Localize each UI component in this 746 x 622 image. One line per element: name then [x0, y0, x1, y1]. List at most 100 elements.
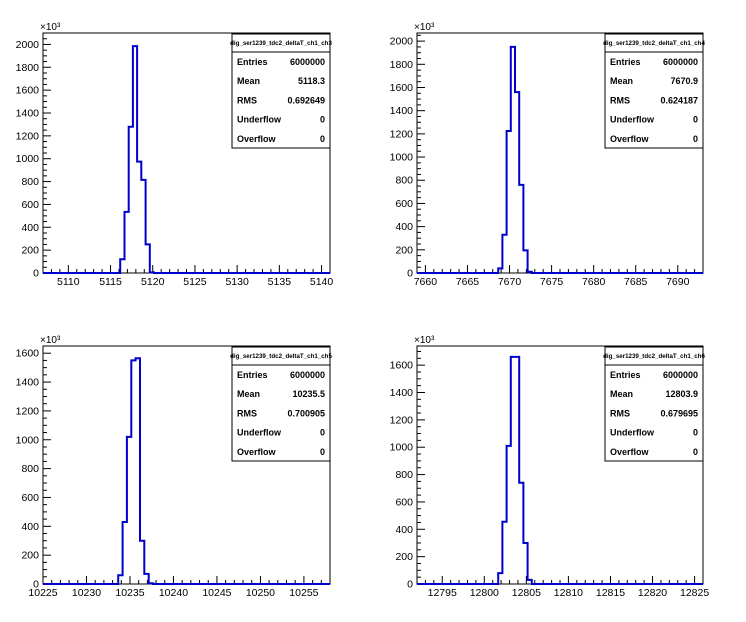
x-tick-label: 5110 — [57, 276, 80, 288]
stat-label: Entries — [610, 57, 641, 67]
stat-value: 0.692649 — [287, 95, 325, 105]
stat-value: 0.624187 — [660, 95, 698, 105]
x-tick-label: 5125 — [183, 276, 207, 288]
stat-value: 6000000 — [663, 370, 698, 380]
histogram-line — [43, 45, 330, 274]
y-exponent-label: ×10³ — [40, 335, 61, 346]
stat-value: 0 — [693, 134, 698, 144]
y-tick-label: 400 — [21, 222, 39, 234]
x-tick-label: 12820 — [638, 587, 667, 599]
stat-value: 7670.9 — [670, 76, 698, 86]
x-tick-label: 5115 — [99, 276, 122, 288]
x-tick-label: 12825 — [680, 587, 709, 599]
stat-value: 6000000 — [290, 57, 325, 67]
y-tick-label: 1400 — [16, 377, 40, 389]
histogram-line — [417, 45, 703, 274]
stat-value: 0 — [693, 115, 698, 125]
y-tick-label: 0 — [33, 268, 39, 280]
stats-box: dig_ser1239_tdc2_deltaT_ch1_ch4 Entries 60… — [603, 33, 705, 149]
x-tick-label: 10245 — [202, 587, 231, 599]
y-tick-label: 800 — [21, 463, 39, 475]
stat-label: Overflow — [237, 134, 277, 144]
stats-box-frame — [231, 346, 331, 462]
y-tick-label: 600 — [21, 492, 39, 504]
y-tick-label: 400 — [21, 521, 39, 533]
stat-value: 10235.5 — [292, 389, 325, 399]
y-tick-label: 200 — [21, 550, 39, 562]
histogram-title: dig_ser1239_tdc2_deltaT_ch1_ch6 — [603, 353, 705, 360]
stat-value: 0 — [320, 134, 325, 144]
x-tick-label: 7690 — [666, 276, 690, 288]
y-tick-label: 400 — [395, 524, 413, 536]
x-tick-label: 12795 — [428, 587, 457, 599]
y-tick-label: 2000 — [390, 36, 414, 48]
x-tick-label: 10240 — [159, 587, 188, 599]
stat-label: RMS — [610, 408, 630, 418]
histogram-panel-3: 10225 10230 10235 10240 10245 10250 10255 0 200 4… — [16, 335, 333, 599]
stat-label: Mean — [610, 76, 633, 86]
y-tick-label: 200 — [395, 551, 413, 563]
stat-label: Entries — [237, 57, 268, 67]
stat-label: Mean — [237, 76, 260, 86]
x-tick-label: 7685 — [624, 276, 648, 288]
stats-box: dig_ser1239_tdc2_deltaT_ch1_ch5 Entries 60… — [230, 346, 332, 462]
stat-value: 5118.3 — [298, 76, 325, 86]
y-tick-label: 600 — [395, 496, 413, 508]
x-tick-label: 5140 — [310, 276, 334, 288]
stats-box: dig_ser1239_tdc2_deltaT_ch1_ch3 Entries 60… — [230, 33, 332, 149]
x-tick-label: 12810 — [554, 587, 583, 599]
stat-label: Mean — [237, 389, 260, 399]
histogram-panel-4: 12795 12800 12805 12810 12815 12820 12825 0 200 4… — [390, 335, 710, 599]
y-tick-label: 800 — [395, 469, 413, 481]
stat-label: RMS — [237, 95, 257, 105]
y-tick-label: 600 — [395, 198, 413, 210]
stat-label: Underflow — [237, 115, 282, 125]
histogram-panel-1: 5110 5115 5120 5125 5130 5135 5140 0 200 400 600 80… — [16, 22, 334, 288]
y-tick-label: 0 — [407, 268, 413, 280]
stat-label: Underflow — [237, 428, 282, 438]
y-tick-label: 200 — [21, 245, 39, 257]
stat-value: 12803.9 — [665, 389, 698, 399]
y-tick-label: 1000 — [16, 434, 40, 446]
histogram-title: dig_ser1239_tdc2_deltaT_ch1_ch5 — [230, 353, 332, 360]
y-tick-label: 1400 — [16, 108, 40, 120]
x-tick-label: 5135 — [268, 276, 292, 288]
y-tick-label: 1200 — [390, 128, 414, 140]
y-tick-label: 800 — [21, 176, 39, 188]
stat-label: RMS — [237, 408, 257, 418]
stat-label: Overflow — [237, 447, 277, 457]
y-exponent-label: ×10³ — [414, 22, 435, 33]
stats-box-frame — [604, 346, 704, 462]
histogram-panel-2: 7660 7665 7670 7675 7680 7685 7690 0 200 400 600 80… — [390, 22, 706, 288]
stat-label: Overflow — [610, 447, 650, 457]
y-tick-label: 1800 — [390, 59, 414, 71]
y-tick-label: 1800 — [16, 62, 40, 74]
x-tick-label: 12805 — [512, 587, 541, 599]
y-tick-label: 1200 — [16, 130, 40, 142]
y-tick-label: 1000 — [16, 153, 40, 165]
y-tick-label: 600 — [21, 199, 39, 211]
stat-label: Underflow — [610, 115, 655, 125]
x-tick-label: 10250 — [246, 587, 275, 599]
stat-label: RMS — [610, 95, 630, 105]
histogram-line — [43, 357, 330, 585]
x-tick-label: 5130 — [225, 276, 249, 288]
y-tick-label: 1600 — [16, 85, 40, 97]
y-tick-label: 0 — [33, 579, 39, 591]
stat-label: Entries — [237, 370, 268, 380]
y-tick-label: 2000 — [16, 39, 40, 51]
x-tick-label: 7660 — [414, 276, 438, 288]
stat-value: 6000000 — [663, 57, 698, 67]
stat-value: 0 — [320, 115, 325, 125]
x-tick-label: 7670 — [498, 276, 522, 288]
histogram-line — [417, 355, 703, 585]
y-tick-label: 1200 — [16, 405, 40, 417]
y-tick-label: 1000 — [390, 442, 414, 454]
y-tick-label: 1000 — [390, 152, 414, 164]
stat-value: 0 — [693, 447, 698, 457]
y-tick-label: 1600 — [390, 82, 414, 94]
stat-value: 0 — [320, 447, 325, 457]
stat-value: 0 — [693, 428, 698, 438]
x-tick-label: 10225 — [28, 587, 57, 599]
